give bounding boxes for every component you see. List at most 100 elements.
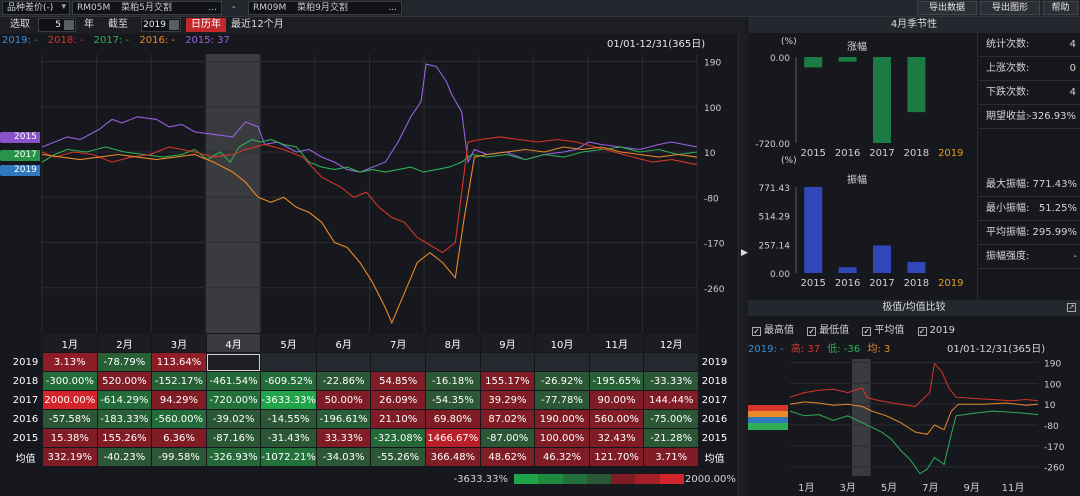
return-cell[interactable]: 190.00% (534, 409, 590, 429)
return-cell[interactable]: -54.35% (425, 390, 481, 410)
month-header[interactable]: 10月 (534, 333, 590, 353)
return-cell[interactable]: -87.16% (205, 428, 262, 448)
return-cell[interactable]: 332.19% (42, 447, 98, 467)
return-cell[interactable]: -3633.33% (260, 390, 317, 410)
contract1-picker-button[interactable]: ... (208, 3, 217, 13)
return-cell[interactable]: 46.32% (534, 447, 590, 467)
return-cell[interactable]: 113.64% (151, 352, 207, 372)
return-cell[interactable]: -75.00% (643, 409, 699, 429)
variety-dropdown[interactable]: 品种差价(-) ▾ (2, 1, 70, 15)
checkbox-min[interactable]: ✓ 最低值 (807, 325, 850, 336)
contract1-field[interactable]: RM05M 菜粕5月交割 ... (72, 1, 222, 15)
return-cell[interactable]: 54.85% (370, 371, 427, 391)
extreme-mean-chart[interactable]: 190 100 10 -80 -170 -260 1月 3月 5月 7月 9月 11月 (748, 351, 1080, 496)
return-cell[interactable]: 155.26% (96, 428, 153, 448)
return-cell[interactable] (534, 352, 590, 372)
return-cell[interactable]: 15.38% (42, 428, 98, 448)
return-cell[interactable] (260, 352, 317, 372)
return-cell[interactable]: -55.26% (370, 447, 427, 467)
return-cell[interactable]: -196.61% (315, 409, 372, 429)
return-cell[interactable]: -57.58% (42, 409, 98, 429)
return-cell[interactable]: 366.48% (425, 447, 481, 467)
return-cell[interactable] (588, 352, 645, 372)
export-data-button[interactable]: 导出数据 (917, 1, 977, 15)
return-cell[interactable]: 144.44% (643, 390, 699, 410)
return-cell[interactable]: -609.52% (260, 371, 317, 391)
return-cell[interactable]: 33.33% (315, 428, 372, 448)
spinner-arrows-icon[interactable] (169, 20, 179, 30)
return-cell[interactable]: -152.17% (151, 371, 207, 391)
contract2-field[interactable]: RM09M 菜粕9月交割 ... (248, 1, 402, 15)
return-cell[interactable] (643, 352, 699, 372)
help-button[interactable]: 帮助 (1043, 1, 1078, 15)
return-cell[interactable]: -21.28% (643, 428, 699, 448)
return-cell[interactable]: -31.43% (260, 428, 317, 448)
return-cell[interactable]: 3.13% (42, 352, 98, 372)
return-cell[interactable]: 121.70% (588, 447, 645, 467)
return-cell[interactable] (370, 352, 427, 372)
calendar-year-button[interactable]: 日历年 (186, 18, 226, 32)
return-cell[interactable]: 2000.00% (42, 390, 98, 410)
return-cell[interactable]: -720.00% (205, 390, 262, 410)
return-cell[interactable]: -614.29% (96, 390, 153, 410)
return-cell[interactable]: -22.86% (315, 371, 372, 391)
return-cell[interactable]: 1466.67% (425, 428, 481, 448)
main-seasonal-chart[interactable]: 190 100 10 -80 -170 -260 (0, 48, 745, 333)
return-cell[interactable]: -1072.21% (260, 447, 317, 467)
return-cell[interactable] (425, 352, 481, 372)
month-header[interactable]: 12月 (643, 333, 699, 353)
popout-icon[interactable]: ↗ (1067, 303, 1076, 312)
return-cell[interactable]: -99.58% (151, 447, 207, 467)
month-header[interactable]: 2月 (96, 333, 153, 353)
return-cell[interactable]: -33.33% (643, 371, 699, 391)
return-cell[interactable]: 94.29% (151, 390, 207, 410)
return-cell[interactable]: -560.00% (151, 409, 207, 429)
month-header[interactable]: 8月 (425, 333, 481, 353)
return-cell[interactable]: -39.02% (205, 409, 262, 429)
return-cell[interactable]: -78.79% (96, 352, 153, 372)
return-cell[interactable]: -195.65% (588, 371, 645, 391)
return-cell[interactable]: 155.17% (479, 371, 536, 391)
month-header[interactable]: 3月 (151, 333, 207, 353)
return-cell[interactable]: 32.43% (588, 428, 645, 448)
checkbox-max[interactable]: ✓ 最高值 (752, 325, 794, 336)
return-cell[interactable]: 21.10% (370, 409, 427, 429)
last-12-months-button[interactable]: 最近12个月 (231, 19, 284, 30)
return-cell[interactable]: -34.03% (315, 447, 372, 467)
return-cell[interactable]: 69.80% (425, 409, 481, 429)
return-cell[interactable]: 50.00% (315, 390, 372, 410)
return-cell[interactable]: -40.23% (96, 447, 153, 467)
checkbox-2019[interactable]: ✓ 2019 (917, 325, 956, 336)
return-cell[interactable] (479, 352, 536, 372)
expand-arrow-icon[interactable]: ▶ (741, 248, 748, 258)
month-header[interactable]: 4月 (205, 333, 262, 353)
return-cell[interactable]: -16.18% (425, 371, 481, 391)
return-cell[interactable]: 87.02% (479, 409, 536, 429)
month-header[interactable]: 6月 (315, 333, 372, 353)
return-cell[interactable]: 48.62% (479, 447, 536, 467)
return-cell[interactable]: -87.00% (479, 428, 536, 448)
contract2-picker-button[interactable]: ... (388, 3, 397, 13)
month-header[interactable]: 1月 (42, 333, 98, 353)
return-cell[interactable]: 560.00% (588, 409, 645, 429)
return-cell[interactable] (315, 352, 372, 372)
spinner-arrows-icon[interactable] (64, 20, 74, 30)
return-cell[interactable]: -461.54% (205, 371, 262, 391)
return-cell[interactable]: 26.09% (370, 390, 427, 410)
month-header[interactable]: 7月 (370, 333, 427, 353)
return-cell[interactable]: 6.36% (151, 428, 207, 448)
return-cell[interactable]: -300.00% (42, 371, 98, 391)
checkbox-avg[interactable]: ✓ 平均值 (862, 325, 905, 336)
return-cell[interactable]: 90.00% (588, 390, 645, 410)
panel-splitter[interactable]: ▶ (738, 34, 748, 496)
return-cell[interactable]: -183.33% (96, 409, 153, 429)
export-chart-button[interactable]: 导出图形 (980, 1, 1040, 15)
return-cell[interactable]: -77.78% (534, 390, 590, 410)
return-cell[interactable]: 520.00% (96, 371, 153, 391)
month-header[interactable]: 11月 (588, 333, 645, 353)
return-cell[interactable]: 100.00% (534, 428, 590, 448)
return-cell[interactable]: -326.93% (205, 447, 262, 467)
years-stepper[interactable]: 5 (38, 18, 76, 32)
return-cell[interactable]: 39.29% (479, 390, 536, 410)
return-cell[interactable]: 3.71% (643, 447, 699, 467)
